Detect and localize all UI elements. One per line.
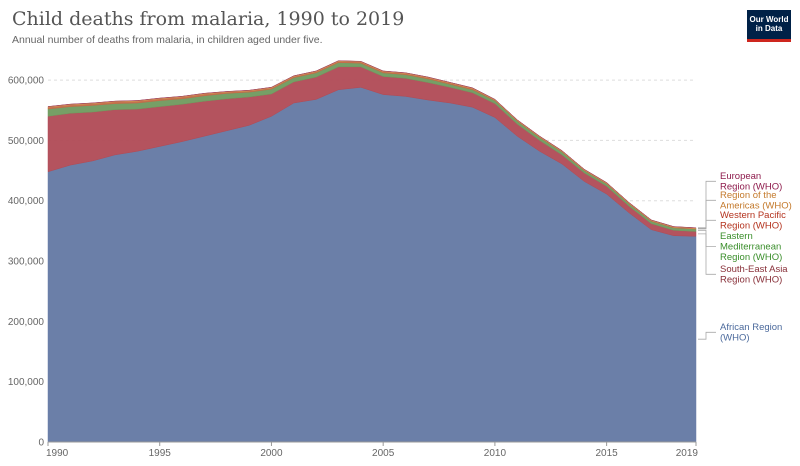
logo-line-1: Our World <box>749 15 789 24</box>
legend-label: Mediterranean <box>720 242 781 253</box>
x-tick-label: 2000 <box>260 448 283 459</box>
legend-label: Region of the <box>720 190 777 201</box>
legend-connector <box>698 229 716 247</box>
y-tick-label: 600,000 <box>8 76 45 87</box>
x-tick-label: 2019 <box>676 448 699 459</box>
legend-label: African Region <box>720 322 782 333</box>
legend-label: Americas (WHO) <box>720 201 792 212</box>
legend-label: Region (WHO) <box>720 275 782 286</box>
legend-label: South-East Asia <box>720 264 788 275</box>
legend-label: Eastern <box>720 231 753 242</box>
legend-label: Region (WHO) <box>720 252 782 263</box>
y-tick-label: 100,000 <box>8 377 45 388</box>
legend-label: European <box>720 171 761 182</box>
logo-line-2: in Data <box>755 24 783 33</box>
x-tick-label: 1990 <box>46 448 69 459</box>
legend-connector <box>698 233 716 275</box>
legend-connector <box>698 199 716 229</box>
y-tick-label: 300,000 <box>8 257 45 268</box>
legend-label: Region (WHO) <box>720 221 782 232</box>
legend-label: (WHO) <box>720 333 750 344</box>
chart-subtitle: Annual number of deaths from malaria, in… <box>12 34 323 46</box>
x-tick-label: 2010 <box>484 448 507 459</box>
x-tick-label: 2005 <box>372 448 395 459</box>
y-tick-label: 200,000 <box>8 317 45 328</box>
legend-label: Region (WHO) <box>720 182 782 193</box>
legend-label: Western Pacific <box>720 210 786 221</box>
y-tick-label: 0 <box>38 438 44 449</box>
logo-accent-bar <box>747 39 791 42</box>
x-tick-label: 1995 <box>149 448 172 459</box>
y-tick-label: 400,000 <box>8 196 45 207</box>
x-tick-label: 2015 <box>595 448 618 459</box>
y-tick-label: 500,000 <box>8 136 45 147</box>
area-series-5 <box>47 60 697 229</box>
legend-connector <box>698 331 716 340</box>
owid-logo[interactable]: Our World in Data <box>747 10 791 42</box>
chart-title: Child deaths from malaria, 1990 to 2019 <box>12 8 405 30</box>
legend-connector <box>698 180 716 229</box>
